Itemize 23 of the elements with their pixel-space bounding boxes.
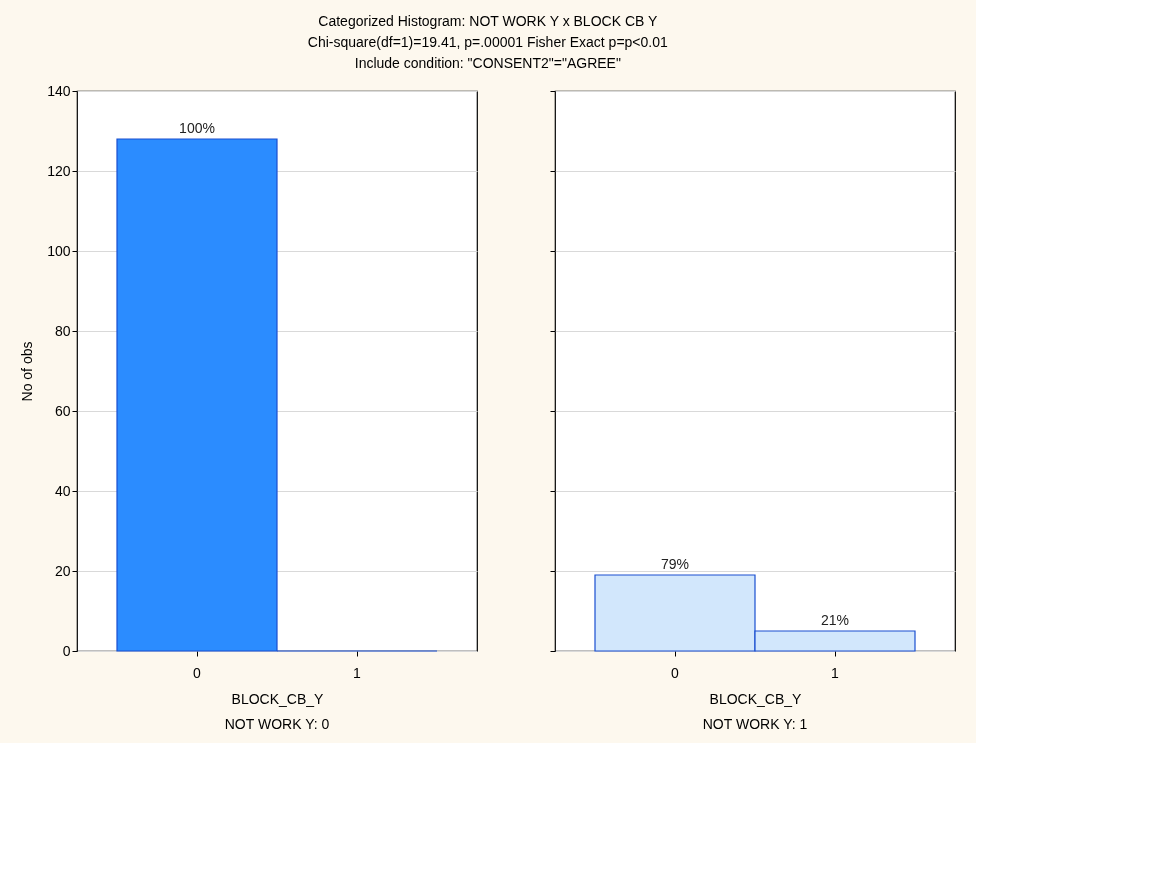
- x-tick-label: 1: [353, 664, 362, 681]
- y-tick-label: 40: [54, 482, 71, 499]
- annotation: 100%: [179, 120, 215, 136]
- y-axis-title: No of obs: [19, 341, 36, 402]
- y-tick-label: 60: [54, 402, 71, 419]
- chart-title: Categorized Histogram: NOT WORK Y x BLOCK CB Y: [318, 13, 658, 30]
- y-tick-label: 120: [47, 162, 71, 179]
- text: Include condition: "CONSENT2"="AGREE": [354, 55, 621, 72]
- x-tick-label: 0: [193, 664, 202, 681]
- y-tick-label: 80: [54, 322, 71, 339]
- text: NOT WORK Y: 0: [224, 716, 330, 732]
- text: NOT WORK Y: 1: [702, 716, 808, 732]
- annotation: 21%: [820, 612, 850, 628]
- y-tick-label: 140: [47, 82, 71, 99]
- y-tick-label: 100: [47, 242, 71, 259]
- x-tick-label: 0: [671, 664, 680, 681]
- x-tick-label: 1: [831, 664, 840, 681]
- annotation: 79%: [660, 556, 690, 572]
- x-axis-title: BLOCK_CB_Y: [709, 690, 803, 707]
- y-tick-label: 20: [54, 562, 71, 579]
- y-tick-label: 0: [62, 642, 71, 659]
- x-axis-title: BLOCK_CB_Y: [231, 690, 325, 707]
- chart-subtitle: Chi-square(df=1)=19.41, p=.00001 Fisher Exact p=p<0.01: [307, 34, 669, 51]
